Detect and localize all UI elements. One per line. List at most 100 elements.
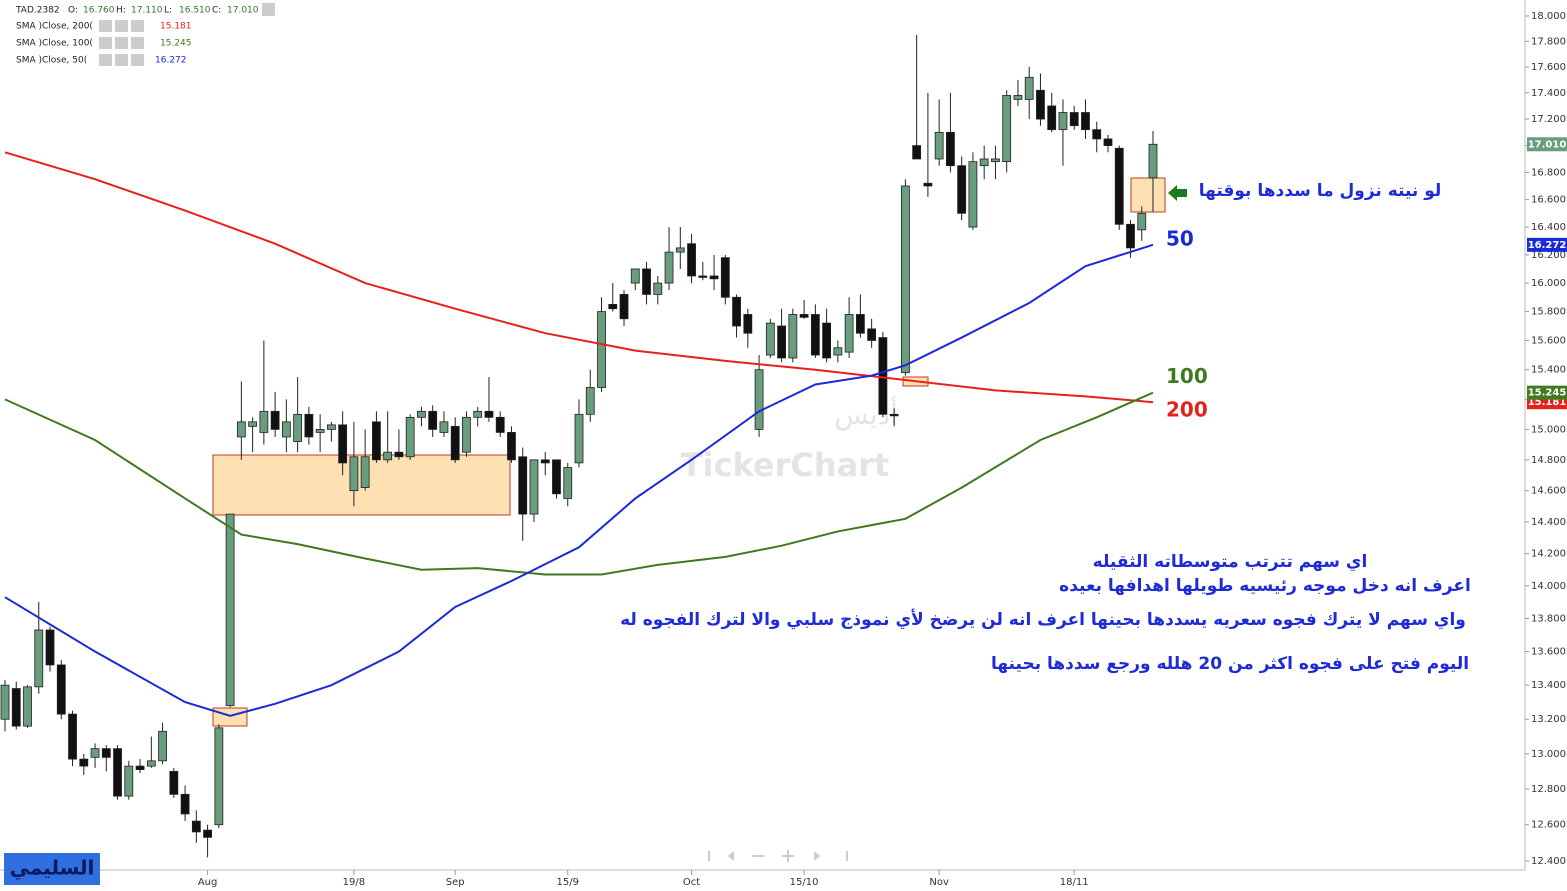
- candle-body: [394, 451, 404, 458]
- candle-body: [957, 165, 967, 214]
- candle-body: [1126, 223, 1135, 249]
- nav-icons: [708, 850, 848, 862]
- y-tick-label: 14.600: [1531, 486, 1566, 497]
- annotation: اعرف انه دخل موجه رئيسيه طويلها اهدافها …: [1059, 576, 1471, 596]
- candle-body: [124, 765, 134, 797]
- candle-body: [597, 311, 606, 388]
- candle-body: [462, 416, 471, 453]
- legend-value: 16.272: [155, 56, 187, 66]
- candle-body: [585, 387, 595, 415]
- y-tick-label: 17.800: [1531, 36, 1566, 47]
- y-tick-label: 14.800: [1531, 455, 1566, 466]
- y-tick-label: 13.200: [1531, 714, 1566, 725]
- candle-body: [79, 758, 89, 767]
- legend-symbol: TAD.2382: [15, 6, 60, 16]
- candle-body: [1092, 129, 1102, 140]
- candle-body: [1137, 212, 1147, 231]
- candle-body: [304, 413, 314, 438]
- candle-body: [1114, 147, 1124, 225]
- candle-body: [372, 421, 381, 461]
- x-tick-label: Sep: [446, 877, 465, 888]
- legend-icon: [115, 20, 128, 32]
- line-tag: 100: [1166, 364, 1208, 388]
- y-tick-label: 14.400: [1531, 517, 1566, 528]
- legend-name: SMA )Close, 100(: [16, 39, 93, 49]
- candle-body: [709, 275, 719, 280]
- candle-body: [293, 413, 303, 442]
- price-badge: [1527, 385, 1567, 400]
- candle-body: [867, 328, 877, 341]
- candle-body: [878, 337, 888, 415]
- candle-body: [473, 410, 483, 418]
- candle-body: [732, 296, 741, 327]
- annotation: لو نيته نزول ما سددها بوقتها: [1199, 181, 1442, 201]
- candle-body: [1058, 112, 1068, 131]
- y-tick-label: 16.800: [1531, 167, 1566, 178]
- y-tick-label: 17.400: [1531, 88, 1566, 99]
- candle-body: [619, 294, 629, 320]
- candle-body: [529, 459, 539, 515]
- legend: SMA )Close, 200(15.181 SMA )Close, 100(15…: [15, 3, 275, 66]
- y-tick-label: 13.800: [1531, 613, 1566, 624]
- signature-box: [4, 853, 100, 885]
- candle-body: [912, 145, 922, 160]
- price-badge-label: 15.245: [1528, 388, 1567, 399]
- watermark: TickerChart: [681, 446, 890, 484]
- candle-body: [23, 686, 32, 727]
- candle-body: [540, 459, 550, 464]
- line-tag: 200: [1166, 398, 1208, 422]
- sma-line: [4, 391, 1154, 576]
- ohlc-value: 17.110: [131, 6, 163, 16]
- legend-value: 15.181: [160, 22, 192, 32]
- candle-body: [552, 459, 561, 495]
- candle-body: [214, 727, 224, 826]
- price-badge: [1527, 137, 1567, 152]
- candle-body: [1069, 112, 1079, 127]
- candle-body: [90, 748, 100, 758]
- candle-body: [822, 322, 832, 359]
- candle-body: [56, 664, 66, 715]
- candle-body: [754, 369, 764, 430]
- candle-body: [675, 247, 685, 253]
- y-tick-label: 12.800: [1531, 784, 1566, 795]
- annotation: اليوم فتح على فجوه اكثر من 20 هلله ورجع …: [991, 654, 1469, 674]
- price-badge-label: 16.272: [1528, 240, 1567, 251]
- legend-icon: [131, 37, 144, 49]
- gap-box: [212, 707, 248, 727]
- candle-body: [1103, 138, 1113, 147]
- candle-body: [1047, 105, 1057, 131]
- candle-body: [844, 314, 854, 353]
- candle-body: [191, 820, 201, 833]
- legend-icon: [131, 20, 144, 32]
- arrow: [1168, 185, 1187, 201]
- annotation: اي سهم تترتب متوسطاته الثقيله: [1093, 552, 1368, 572]
- candle-body: [1024, 76, 1034, 100]
- x-tick-label: Aug: [198, 877, 218, 888]
- candle-body: [417, 410, 426, 418]
- candle-body: [507, 432, 516, 461]
- y-tick-label: 15.400: [1531, 365, 1566, 376]
- y-tick-label: 15.800: [1531, 307, 1566, 318]
- candle-body: [833, 347, 843, 356]
- legend-icon: [115, 54, 128, 66]
- y-tick-label: 12.400: [1531, 856, 1566, 867]
- candle-body: [169, 770, 179, 795]
- ohlc-key: C:: [212, 6, 221, 16]
- candle-body: [34, 629, 44, 688]
- x-tick-label: 15/10: [790, 877, 819, 888]
- candle-body: [203, 829, 212, 838]
- candle-body: [642, 268, 651, 295]
- candle-body: [281, 421, 291, 438]
- candle-body: [968, 161, 978, 228]
- candle-body: [1081, 112, 1090, 131]
- candle-body: [248, 421, 258, 427]
- ohlc-key: L:: [164, 6, 172, 16]
- candle-body: [180, 793, 190, 815]
- y-tick-label: 17.600: [1531, 62, 1566, 73]
- candle-body: [113, 748, 122, 797]
- candle-body: [484, 410, 494, 418]
- candle-body: [315, 428, 325, 433]
- candle-body: [810, 314, 820, 356]
- candle-body: [270, 410, 280, 430]
